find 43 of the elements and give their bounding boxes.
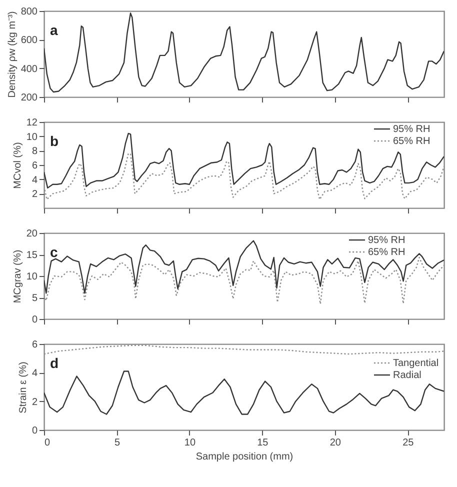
legend-label: 65% RH xyxy=(393,136,430,147)
y-tick-label: 8 xyxy=(32,146,38,158)
legend-label: Radial xyxy=(393,370,422,381)
x-tick-label: 5 xyxy=(114,438,120,448)
y-tick-label: 2 xyxy=(32,189,38,200)
y-tick-label: 15 xyxy=(26,250,38,261)
y-axis-title: Density ρw (kg m⁻³) xyxy=(6,11,18,98)
y-tick-label: 5 xyxy=(32,293,38,304)
y-axis-title: Strain ε (%) xyxy=(18,362,29,414)
x-tick-label: 20 xyxy=(330,438,342,448)
legend-label: 95% RH xyxy=(368,235,406,246)
y-tick-label: 20 xyxy=(26,228,38,240)
annotation: a xyxy=(50,22,58,38)
y-tick-label: 2 xyxy=(32,396,38,408)
y-tick-label: 12 xyxy=(26,118,38,128)
x-tick-label: 25 xyxy=(402,438,414,448)
y-tick-label: 10 xyxy=(26,272,38,282)
y-tick-label: 600 xyxy=(20,35,38,46)
y-tick-label: 4 xyxy=(32,174,38,186)
legend-label: Tangential xyxy=(393,358,439,369)
annotation: b xyxy=(50,133,59,149)
y-tick-label: 800 xyxy=(20,6,38,18)
x-axis-title: Sample position (mm) xyxy=(196,452,294,462)
x-tick-label: 10 xyxy=(184,438,196,448)
x-tick-label: 0 xyxy=(44,438,50,448)
legend-label: 65% RH xyxy=(368,247,406,258)
line-series xyxy=(44,12,444,93)
y-tick-label: 0 xyxy=(32,314,38,326)
x-tick-label: 15 xyxy=(257,438,269,448)
line-series xyxy=(44,132,444,189)
y-tick-label: 400 xyxy=(20,64,38,75)
y-tick-label: 4 xyxy=(32,368,38,380)
annotation: d xyxy=(50,355,59,371)
legend-label: 95% RH xyxy=(393,124,430,135)
y-tick-label: 6 xyxy=(32,340,38,350)
line-series xyxy=(44,370,444,415)
annotation: c xyxy=(50,244,58,260)
y-tick-label: 6 xyxy=(32,160,38,172)
y-axis-title: MCvol (%) xyxy=(12,142,24,189)
y-axis-title: MCgrav (%) xyxy=(12,250,24,304)
y-tick-label: 10 xyxy=(26,132,38,143)
y-tick-label: 0 xyxy=(32,426,38,436)
y-tick-label: 200 xyxy=(20,92,38,104)
